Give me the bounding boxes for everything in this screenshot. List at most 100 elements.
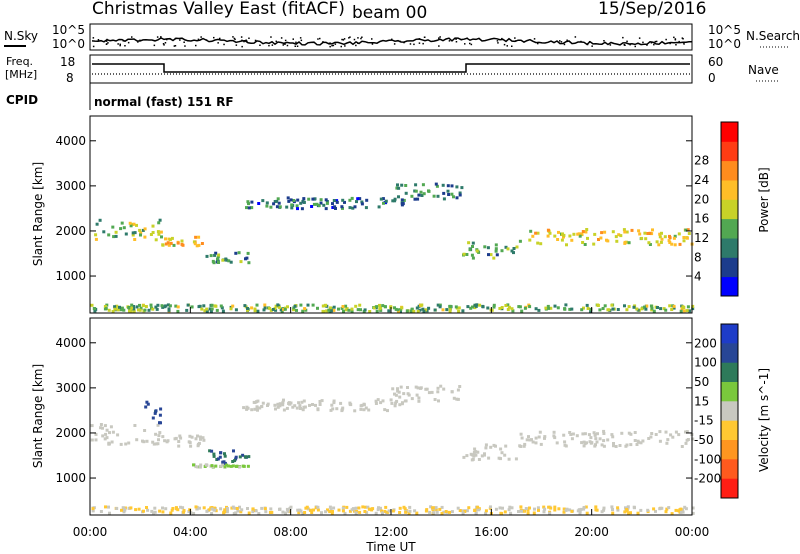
power-cell — [247, 202, 250, 206]
velocity-cell — [297, 511, 301, 515]
noise-search-point — [195, 44, 197, 47]
velocity-cell — [238, 465, 241, 469]
velocity-cell — [223, 452, 226, 456]
power-cell — [378, 307, 382, 311]
velocity-cell — [364, 505, 367, 509]
velocity-cell — [473, 508, 477, 512]
velocity-cell — [517, 510, 520, 513]
velocity-cell — [213, 506, 217, 510]
power-cell — [685, 236, 689, 240]
velocity-cell — [274, 407, 277, 411]
velocity-cell — [483, 453, 486, 457]
power-cell — [198, 304, 202, 308]
power-cell — [471, 305, 474, 309]
velocity-cell — [281, 510, 285, 514]
power-cell — [149, 303, 153, 307]
velocity-cell — [152, 442, 156, 446]
velocity-cell — [223, 454, 227, 458]
velocity-cell — [499, 447, 503, 451]
velocity-cell — [105, 436, 109, 440]
power-cell — [580, 308, 584, 312]
velocity-cell — [293, 404, 297, 408]
velocity-cell — [465, 509, 469, 513]
velocity-cell — [596, 432, 599, 436]
power-colorbar-tick-label: 28 — [694, 154, 709, 168]
velocity-cell — [328, 510, 332, 514]
power-cell — [686, 228, 690, 232]
power-cell — [471, 245, 474, 248]
velocity-cell — [196, 465, 200, 469]
velocity-cell — [234, 455, 238, 459]
velocity-colorbar-segment — [721, 362, 738, 383]
velocity-cell — [414, 385, 418, 389]
velocity-cell — [440, 505, 444, 509]
power-cell — [311, 303, 315, 307]
power-cell — [133, 238, 137, 241]
power-cell — [354, 304, 358, 308]
noise-search-point — [254, 39, 257, 42]
velocity-cell — [225, 508, 229, 512]
power-cell — [603, 230, 607, 234]
power-cell — [328, 306, 332, 310]
power-cell — [312, 202, 316, 206]
velocity-cell — [430, 390, 434, 394]
power-cell — [462, 252, 466, 256]
power-cell — [102, 230, 106, 234]
velocity-cell — [681, 510, 685, 514]
noise-search-point — [574, 36, 577, 38]
noise-search-point — [566, 39, 568, 41]
power-cell — [378, 303, 381, 307]
power-cell — [283, 307, 287, 311]
velocity-cell — [552, 430, 556, 434]
noise-search-point — [466, 37, 468, 39]
velocity-cell — [395, 399, 399, 403]
velocity-cell — [362, 408, 366, 412]
velocity-cell — [299, 407, 302, 410]
power-cell — [170, 236, 174, 240]
velocity-cell — [247, 455, 251, 459]
velocity-cell — [416, 386, 420, 390]
power-cell — [363, 308, 367, 312]
velocity-cell — [626, 505, 630, 509]
power-cell — [614, 235, 618, 239]
velocity-cell — [584, 505, 588, 509]
power-cell — [562, 233, 566, 237]
velocity-cell — [508, 505, 512, 509]
power-cell — [332, 308, 336, 312]
noise-search-point — [268, 44, 270, 47]
power-cell — [568, 307, 572, 311]
power-cell — [166, 241, 170, 245]
noise-search-point — [213, 36, 215, 39]
noise-right-tick-top: 10^5 — [708, 23, 741, 37]
noise-search-point — [503, 43, 506, 46]
velocity-cell — [233, 506, 237, 510]
power-cell — [334, 207, 337, 210]
power-cell — [421, 183, 425, 187]
velocity-cell — [239, 510, 243, 514]
velocity-colorbar-tick-label: 15 — [694, 394, 709, 408]
power-cell — [306, 303, 310, 307]
power-cell — [167, 243, 171, 247]
power-cell — [450, 184, 454, 188]
velocity-cell — [391, 387, 395, 391]
velocity-y-tick-label: 1000 — [55, 471, 86, 485]
power-cell — [127, 306, 131, 310]
velocity-colorbar-tick-label: -50 — [694, 433, 714, 447]
velocity-cell — [611, 435, 615, 439]
velocity-cell — [285, 507, 289, 511]
velocity-cell — [580, 441, 584, 445]
velocity-cell — [499, 511, 503, 515]
freq-tick-top: 18 — [60, 55, 75, 69]
power-cell — [498, 307, 502, 310]
power-cell — [239, 260, 243, 264]
velocity-cell — [570, 509, 574, 513]
power-cell — [410, 194, 414, 198]
velocity-cell — [235, 507, 239, 510]
velocity-cell — [231, 464, 235, 468]
power-cell — [261, 199, 265, 203]
velocity-colorbar: 200 100 50 15 -15 -50 -100 -200 — [694, 323, 739, 499]
velocity-cell — [107, 505, 110, 509]
velocity-cell — [612, 444, 615, 448]
power-cell — [317, 204, 321, 208]
velocity-cell — [120, 508, 123, 512]
